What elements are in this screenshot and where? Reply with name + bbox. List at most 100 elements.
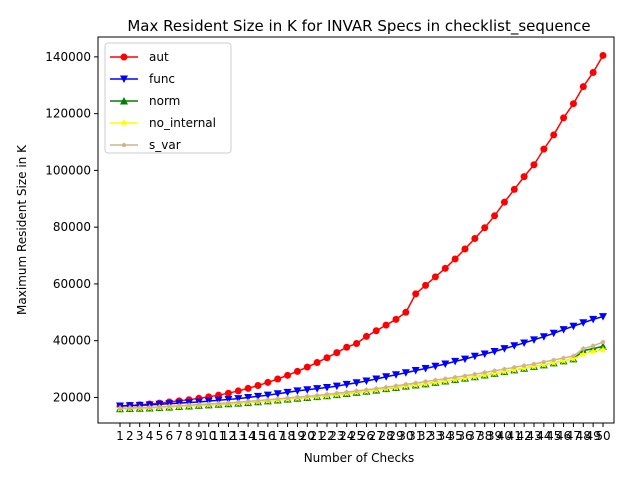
y-tick-label: 80000 [53,220,91,234]
data-point-aut [461,245,469,253]
data-point-aut [540,145,548,153]
data-point-func [254,392,262,401]
x-tick-label: 50 [595,429,610,443]
x-tick-label: 38 [477,429,492,443]
x-tick-label: 40 [497,429,512,443]
legend-box [104,42,232,154]
data-point-func [313,385,322,393]
series-s_var [117,339,606,411]
x-tick-label: 9 [195,429,203,443]
data-point-s_var [137,405,143,410]
data-point-aut [431,273,439,281]
legend-marker-aut [120,53,128,61]
data-point-s_var [462,373,468,378]
data-point-s_var [324,391,330,397]
x-tick-label: 22 [319,429,334,443]
data-point-func [589,315,598,324]
data-point-s_var [196,402,202,407]
data-point-no_internal [471,372,479,380]
data-point-s_var [600,339,606,345]
data-point-func [293,387,302,395]
y-tick-label: 120000 [45,107,91,121]
x-tick-label: 44 [536,429,551,443]
data-point-s_var [285,395,290,401]
data-point-s_var [364,387,369,392]
x-tick-label: 31 [408,429,423,443]
data-point-aut [234,387,242,395]
x-tick-label: 24 [339,429,354,443]
y-tick-label: 20000 [53,390,91,404]
x-tick-label: 42 [517,429,532,443]
data-point-func [579,319,588,327]
data-point-aut [362,332,370,340]
x-tick-label: 34 [438,429,453,443]
data-point-aut [293,367,301,375]
data-point-func [441,360,450,368]
data-point-aut [274,375,282,383]
data-point-s_var [334,390,340,396]
y-axis-label: Maximum Resident Size in K [15,144,29,315]
x-tick-label: 25 [349,429,364,443]
data-point-func [539,333,548,341]
data-point-func [352,379,361,387]
data-point-s_var [433,377,438,383]
x-tick-label: 48 [576,429,591,443]
x-tick-label: 26 [359,429,374,443]
data-point-no_internal [520,364,528,372]
data-point-func [273,390,282,398]
x-tick-label: 28 [379,429,394,443]
x-tick-label: 6 [165,429,173,443]
x-tick-label: 16 [260,429,275,443]
data-point-s_var [383,384,389,390]
data-point-func [599,313,607,321]
axes-frame [97,36,615,424]
legend-marker-s_var [121,142,127,148]
data-point-func [500,345,509,353]
y-tick-label: 100000 [45,163,91,177]
data-point-func [549,329,558,338]
data-point-func [421,365,430,373]
legend-label-aut: aut [149,50,169,64]
data-point-func [392,371,400,379]
data-point-aut [343,343,351,351]
data-point-aut [589,68,597,76]
data-point-aut [353,340,361,348]
x-tick-label: 36 [457,429,472,443]
legend-label-no_internal: no_internal [149,116,216,130]
x-tick-label: 43 [526,429,541,443]
data-point-aut [550,131,558,139]
x-tick-label: 15 [250,429,265,443]
data-point-func [401,369,410,377]
data-point-s_var [354,388,359,393]
data-point-s_var [423,379,428,384]
data-point-no_internal [490,369,499,377]
data-point-func [411,366,420,375]
data-point-func [224,395,233,404]
data-point-s_var [295,394,300,400]
x-tick-label: 37 [467,429,482,443]
data-point-func [451,357,460,366]
data-point-s_var [482,369,488,375]
data-point-s_var [551,357,557,363]
x-tick-label: 17 [270,429,285,443]
data-point-s_var [571,353,576,359]
data-point-s_var [492,368,497,373]
data-point-s_var [502,366,507,372]
x-tick-label: 19 [290,429,305,443]
data-point-s_var [531,361,537,366]
data-point-aut [382,321,390,329]
data-point-func [342,380,351,389]
x-tick-label: 45 [546,429,561,443]
data-point-aut [284,371,292,379]
data-point-aut [224,389,232,397]
data-point-func [362,377,371,385]
data-point-no_internal [549,358,558,367]
data-point-func [480,350,489,359]
data-point-s_var [314,392,320,398]
data-point-no_internal [540,360,548,369]
data-point-aut [402,308,410,316]
data-point-s_var [275,396,281,401]
data-point-no_internal [579,350,588,358]
x-tick-label: 20 [300,429,315,443]
